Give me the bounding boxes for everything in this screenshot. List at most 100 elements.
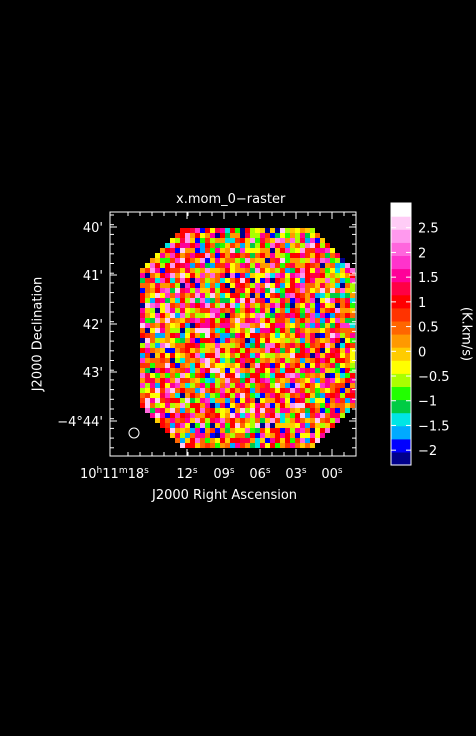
map-pixel (245, 408, 250, 413)
map-pixel (240, 378, 245, 383)
map-pixel (245, 423, 250, 428)
map-pixel (235, 228, 240, 233)
map-pixel (200, 353, 205, 358)
map-pixel (245, 373, 250, 378)
map-pixel (250, 253, 255, 258)
map-pixel (320, 368, 325, 373)
map-pixel (290, 368, 295, 373)
map-pixel (330, 253, 335, 258)
map-pixel (310, 288, 315, 293)
map-pixel (205, 383, 210, 388)
map-pixel (335, 253, 340, 258)
map-pixel (300, 253, 305, 258)
map-pixel (340, 258, 345, 263)
map-pixel (215, 418, 220, 423)
map-pixel (240, 368, 245, 373)
map-pixel (345, 318, 350, 323)
map-pixel (340, 278, 345, 283)
map-pixel (210, 393, 215, 398)
map-pixel (190, 253, 195, 258)
map-pixel (260, 443, 265, 448)
map-pixel (160, 338, 165, 343)
map-pixel (180, 248, 185, 253)
map-pixel (285, 438, 290, 443)
map-pixel (320, 348, 325, 353)
map-pixel (300, 418, 305, 423)
map-pixel (325, 393, 330, 398)
map-pixel (205, 408, 210, 413)
map-pixel (290, 268, 295, 273)
colorbar-swatch (391, 334, 411, 348)
map-pixel (295, 413, 300, 418)
map-pixel (335, 303, 340, 308)
map-pixel (185, 343, 190, 348)
map-pixel (175, 278, 180, 283)
map-pixel (250, 338, 255, 343)
map-pixel (260, 293, 265, 298)
map-pixel (310, 313, 315, 318)
map-pixel (260, 253, 265, 258)
map-pixel (265, 293, 270, 298)
map-pixel (255, 338, 260, 343)
map-pixel (310, 323, 315, 328)
map-pixel (340, 283, 345, 288)
map-pixel (240, 398, 245, 403)
map-pixel (180, 298, 185, 303)
map-pixel (230, 293, 235, 298)
map-pixel (295, 238, 300, 243)
map-pixel (145, 363, 150, 368)
map-pixel (200, 423, 205, 428)
map-pixel (255, 323, 260, 328)
map-pixel (260, 388, 265, 393)
map-pixel (240, 258, 245, 263)
map-pixel (200, 248, 205, 253)
map-pixel (270, 403, 275, 408)
map-pixel (350, 383, 355, 388)
map-pixel (250, 243, 255, 248)
map-pixel (250, 313, 255, 318)
map-pixel (310, 433, 315, 438)
map-pixel (185, 338, 190, 343)
map-pixel (240, 393, 245, 398)
map-pixel (305, 288, 310, 293)
map-pixel (275, 238, 280, 243)
map-pixel (285, 373, 290, 378)
map-pixel (245, 323, 250, 328)
map-pixel (260, 273, 265, 278)
map-pixel (220, 313, 225, 318)
map-pixel (300, 413, 305, 418)
map-pixel (340, 298, 345, 303)
map-pixel (270, 328, 275, 333)
map-pixel (310, 238, 315, 243)
map-pixel (295, 363, 300, 368)
map-pixel (315, 328, 320, 333)
map-pixel (175, 433, 180, 438)
map-pixel (295, 228, 300, 233)
map-pixel (235, 393, 240, 398)
map-pixel (255, 278, 260, 283)
map-pixel (280, 333, 285, 338)
map-pixel (225, 368, 230, 373)
map-pixel (145, 278, 150, 283)
map-pixel (190, 368, 195, 373)
map-pixel (270, 438, 275, 443)
map-pixel (180, 348, 185, 353)
map-pixel (255, 443, 260, 448)
map-pixel (210, 368, 215, 373)
map-pixel (315, 403, 320, 408)
map-pixel (220, 408, 225, 413)
map-pixel (195, 333, 200, 338)
map-pixel (170, 363, 175, 368)
map-pixel (195, 363, 200, 368)
map-pixel (160, 273, 165, 278)
map-pixel (315, 438, 320, 443)
map-pixel (305, 243, 310, 248)
map-pixel (330, 288, 335, 293)
map-pixel (270, 413, 275, 418)
map-pixel (175, 293, 180, 298)
map-pixel (315, 248, 320, 253)
map-pixel (165, 253, 170, 258)
map-pixel (250, 328, 255, 333)
map-pixel (235, 358, 240, 363)
map-pixel (300, 388, 305, 393)
